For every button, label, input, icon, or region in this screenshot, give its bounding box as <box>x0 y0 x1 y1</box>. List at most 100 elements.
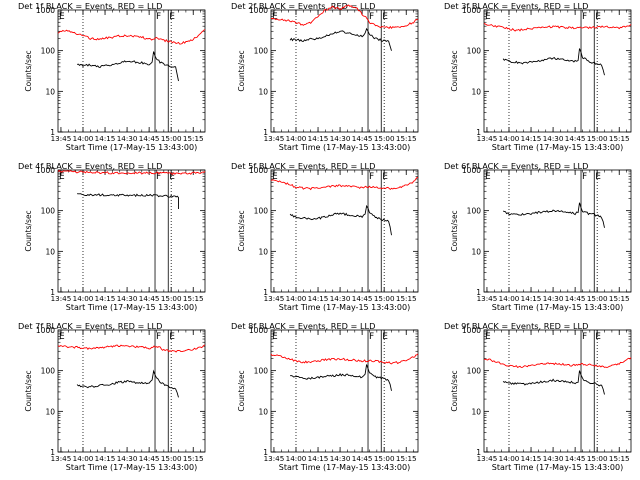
chart-title: Det 4f BLACK = Events, RED = LLD <box>18 161 162 171</box>
y-tick-label: 100 <box>467 47 482 56</box>
x-tick-label: 15:00 <box>587 294 608 303</box>
x-tick-label: 14:15 <box>95 134 116 143</box>
plot-frame <box>57 329 206 453</box>
y-tick-label: 100 <box>467 207 482 216</box>
x-tick-label: 14:45 <box>139 454 160 463</box>
x-tick-label: 15:00 <box>587 454 608 463</box>
x-tick-label: 15:00 <box>161 454 182 463</box>
y-tick-label: 1000 <box>249 166 268 175</box>
chart-title: Det 3f BLACK = Events, RED = LLD <box>444 1 588 11</box>
series-lld-line <box>483 357 632 368</box>
y-tick-label: 1000 <box>249 6 268 15</box>
y-tick-label: 10 <box>45 247 55 256</box>
y-axis-label: Counts/sec <box>24 370 33 411</box>
series-lld-line <box>57 169 206 176</box>
series-events-line <box>290 364 392 391</box>
x-tick-label: 14:00 <box>499 294 520 303</box>
x-tick-label: 14:15 <box>521 134 542 143</box>
x-tick-label: 15:15 <box>609 134 630 143</box>
x-tick-label: 14:30 <box>543 454 564 463</box>
x-tick-label: 15:00 <box>374 134 395 143</box>
x-axis-label: Start Time (17-May-15 13:43:00) <box>66 143 197 152</box>
x-tick-label: 14:45 <box>352 294 373 303</box>
plot-frame <box>483 329 632 453</box>
y-axis-label: Counts/sec <box>24 50 33 91</box>
y-axis-label: Counts/sec <box>237 210 246 251</box>
x-tick-label: 13:45 <box>51 454 72 463</box>
x-tick-label: 14:15 <box>95 454 116 463</box>
x-tick-label: 14:45 <box>139 294 160 303</box>
chart-panel: Det 2f BLACK = Events, RED = LLD 1 10 100 10… <box>231 1 419 152</box>
y-tick-label: 1000 <box>462 6 481 15</box>
chart-panel: Det 3f BLACK = Events, RED = LLD 1 10 100 10… <box>444 1 632 152</box>
chart-title: Det 1f BLACK = Events, RED = LLD <box>18 1 162 11</box>
y-tick-label: 1 <box>50 128 55 137</box>
x-tick-label: 13:45 <box>264 454 285 463</box>
x-tick-label: 14:30 <box>330 294 351 303</box>
x-tick-label: 14:30 <box>543 294 564 303</box>
x-tick-label: 13:45 <box>477 134 498 143</box>
x-tick-label: 14:30 <box>543 134 564 143</box>
x-tick-label: 13:45 <box>477 454 498 463</box>
x-tick-label: 15:00 <box>587 134 608 143</box>
series-events-line <box>76 369 179 398</box>
plot-frame <box>270 9 419 133</box>
x-tick-label: 15:15 <box>183 294 204 303</box>
series-events-line <box>289 204 392 236</box>
y-tick-label: 1 <box>476 288 481 297</box>
vertical-marker-label: E <box>169 172 175 182</box>
series-lld-line <box>483 22 632 32</box>
y-axis-label: Counts/sec <box>450 370 459 411</box>
vertical-marker-label: F <box>369 332 374 342</box>
y-axis-label: Counts/sec <box>237 50 246 91</box>
y-tick-label: 10 <box>471 247 481 256</box>
y-tick-label: 1000 <box>249 326 268 335</box>
vertical-marker-label: F <box>156 172 161 182</box>
x-tick-label: 15:15 <box>609 454 630 463</box>
x-tick-label: 14:45 <box>565 454 586 463</box>
x-tick-label: 14:00 <box>73 294 94 303</box>
x-tick-label: 14:30 <box>330 134 351 143</box>
x-tick-label: 13:45 <box>264 134 285 143</box>
x-tick-label: 14:45 <box>565 134 586 143</box>
y-tick-label: 100 <box>254 47 269 56</box>
y-tick-label: 10 <box>471 87 481 96</box>
chart-panel: Det 9f BLACK = Events, RED = LLD 1 10 100 10… <box>444 321 632 472</box>
vertical-marker-label: E <box>272 172 278 182</box>
x-tick-label: 15:15 <box>609 294 630 303</box>
y-tick-label: 100 <box>41 47 56 56</box>
series-events-line <box>502 202 605 228</box>
x-tick-label: 14:30 <box>117 134 138 143</box>
series-events-line <box>289 27 392 51</box>
x-tick-label: 13:45 <box>51 134 72 143</box>
y-tick-label: 10 <box>258 407 268 416</box>
y-tick-label: 10 <box>258 247 268 256</box>
x-axis-label: Start Time (17-May-15 13:43:00) <box>279 143 410 152</box>
y-tick-label: 1000 <box>36 6 55 15</box>
x-tick-label: 14:15 <box>95 294 116 303</box>
y-tick-label: 1 <box>263 128 268 137</box>
series-events-line <box>77 193 179 209</box>
vertical-marker-label: E <box>59 332 65 342</box>
y-tick-label: 10 <box>471 407 481 416</box>
y-tick-label: 1 <box>50 448 55 457</box>
x-tick-label: 14:30 <box>117 454 138 463</box>
x-tick-label: 14:15 <box>308 134 329 143</box>
x-tick-label: 14:00 <box>499 134 520 143</box>
x-tick-label: 14:00 <box>286 454 307 463</box>
vertical-marker-label: E <box>595 172 601 182</box>
x-axis-label: Start Time (17-May-15 13:43:00) <box>66 303 197 312</box>
plot-frame <box>57 169 206 293</box>
y-tick-label: 1 <box>476 128 481 137</box>
plot-frame <box>270 169 419 293</box>
y-tick-label: 1 <box>263 288 268 297</box>
vertical-marker-label: F <box>582 332 587 342</box>
y-tick-label: 1000 <box>36 166 55 175</box>
x-tick-label: 14:45 <box>352 454 373 463</box>
x-tick-label: 14:45 <box>139 134 160 143</box>
x-tick-label: 13:45 <box>477 294 498 303</box>
chart-title: Det 9f BLACK = Events, RED = LLD <box>444 321 588 331</box>
x-tick-label: 14:45 <box>352 134 373 143</box>
y-tick-label: 1000 <box>36 326 55 335</box>
chart-panel: Det 8f BLACK = Events, RED = LLD 1 10 100 10… <box>231 321 419 472</box>
